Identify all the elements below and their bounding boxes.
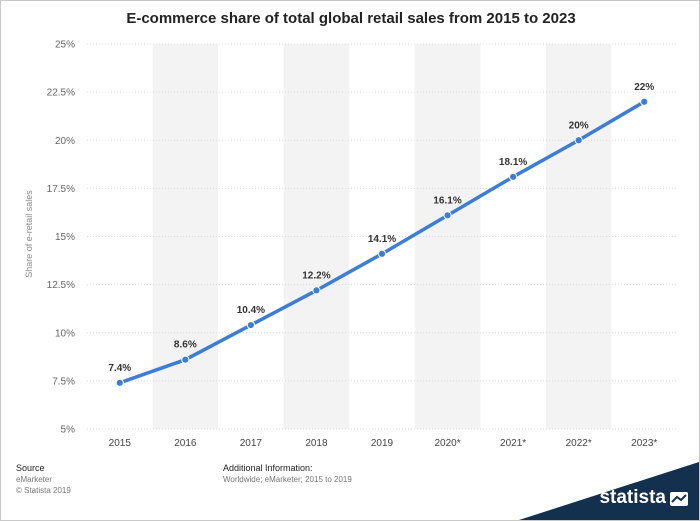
x-tick-label: 2020*	[434, 438, 460, 449]
y-tick-label: 25%	[55, 40, 75, 51]
data-label: 22%	[634, 82, 654, 93]
y-tick-label: 20%	[55, 136, 75, 147]
x-tick-label: 2023*	[631, 438, 657, 449]
y-tick-label: 7.5%	[52, 376, 75, 387]
statista-logo-text: statista	[599, 487, 666, 508]
line-chart: 5% 7.5% 10% 12.5% 15% 17.5% 20% 22.5% 25% 2015 20…	[24, 40, 677, 449]
data-label: 12.2%	[302, 270, 330, 281]
source-name[interactable]: eMarketer	[16, 475, 53, 484]
data-point[interactable]	[574, 136, 583, 145]
x-tick-label: 2022*	[566, 438, 592, 449]
y-tick-label: 12.5%	[47, 280, 75, 291]
x-tick-label: 2019	[371, 438, 394, 449]
brand-background	[519, 462, 699, 520]
data-label: 18.1%	[499, 157, 527, 168]
additional-info-heading: Additional Information:	[223, 463, 313, 473]
x-tick-label: 2015	[109, 438, 132, 449]
data-label: 20%	[569, 120, 589, 131]
y-tick-label: 17.5%	[47, 184, 75, 195]
y-tick-label: 5%	[61, 425, 76, 436]
data-point[interactable]	[640, 97, 649, 106]
data-label: 10.4%	[237, 305, 265, 316]
source-heading: Source	[16, 463, 45, 473]
data-point[interactable]	[377, 249, 387, 258]
chart-title: E-commerce share of total global retail …	[126, 10, 576, 27]
data-point[interactable]	[181, 355, 190, 364]
y-tick-label: 10%	[55, 328, 75, 339]
x-tick-label: 2016	[174, 438, 197, 449]
x-tick-label: 2021*	[500, 438, 526, 449]
additional-info-text: Worldwide; eMarketer; 2015 to 2019	[223, 475, 352, 484]
data-point[interactable]	[115, 378, 124, 387]
x-tick-label: 2017	[240, 438, 263, 449]
data-label: 14.1%	[368, 234, 396, 245]
data-point[interactable]	[312, 286, 321, 295]
copyright-text: © Statista 2019	[16, 486, 71, 495]
additional-info-block: Additional Information: Worldwide; eMark…	[223, 463, 352, 485]
x-tick-label: 2018	[305, 438, 328, 449]
data-label: 16.1%	[433, 195, 461, 206]
y-axis-label: Share of e-retail sales	[24, 190, 34, 278]
y-tick-label: 15%	[55, 232, 75, 243]
data-point[interactable]	[443, 211, 452, 220]
data-label: 7.4%	[108, 363, 131, 374]
data-label: 8.6%	[174, 340, 197, 351]
data-point[interactable]	[509, 172, 518, 181]
data-point[interactable]	[246, 320, 255, 330]
y-tick-label: 22.5%	[47, 88, 75, 99]
source-block: Source eMarketer © Statista 2019	[16, 463, 71, 496]
statista-brand[interactable]: statista	[519, 462, 699, 520]
statista-wave-icon	[670, 492, 688, 506]
